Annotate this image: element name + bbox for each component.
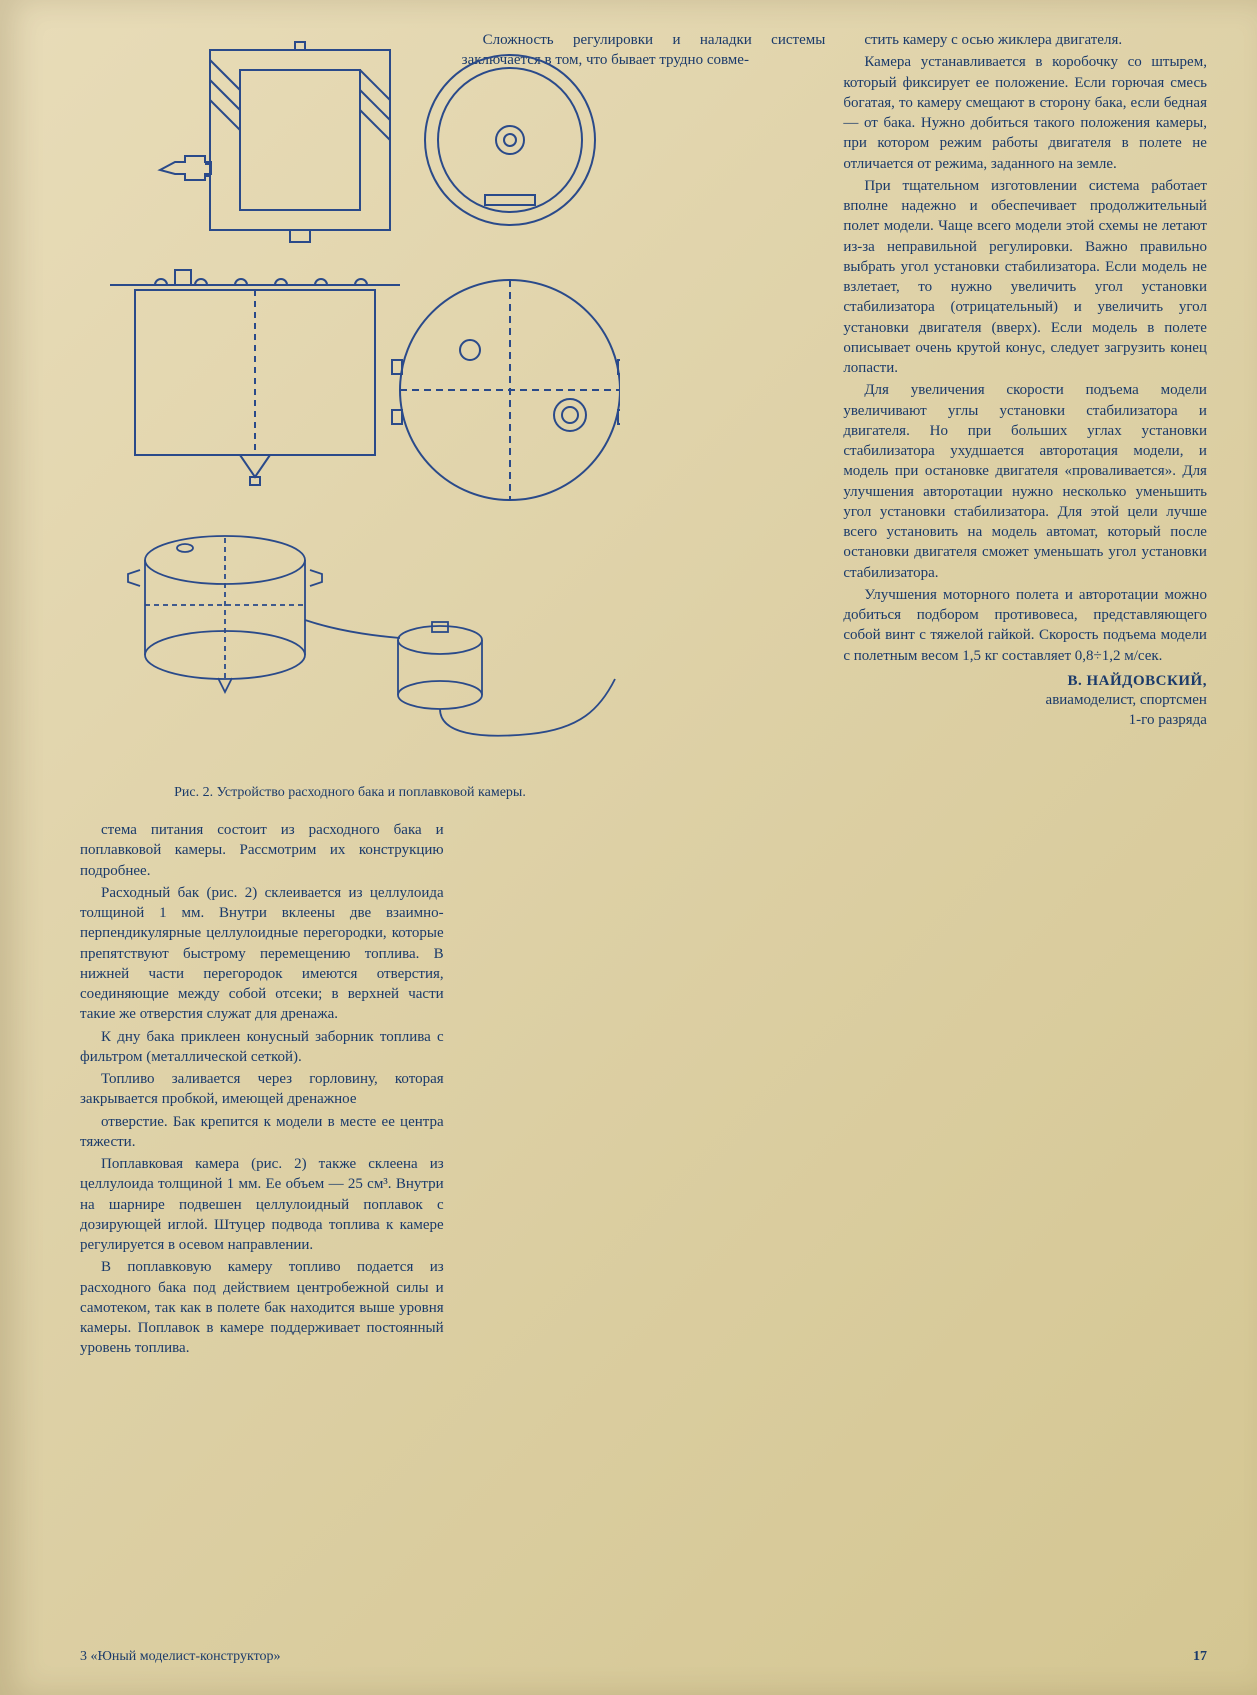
figure-caption: Рис. 2. Устройство расходного бака и поп… bbox=[80, 784, 620, 803]
paragraph: Камера устанавливается в коробочку со шт… bbox=[843, 52, 1207, 174]
page-footer: 3 «Юный моделист-конструктор» 17 bbox=[80, 1649, 1207, 1665]
paragraph: Для увеличения скорости подъема модели у… bbox=[843, 380, 1207, 583]
author-title-1: авиамоделист, спортсмен bbox=[843, 691, 1207, 711]
paragraph: Улучшения моторного полета и авторотации… bbox=[843, 585, 1207, 666]
author-signature: В. НАЙДОВСКИЙ, авиамоделист, спортсмен 1… bbox=[843, 672, 1207, 731]
paragraph: Поплавковая камера (рис. 2) также склеен… bbox=[80, 1154, 444, 1255]
technical-drawing bbox=[80, 30, 620, 770]
paragraph: К дну бака приклеен конусный заборник то… bbox=[80, 1027, 444, 1068]
paragraph: Топливо заливается через горловину, кото… bbox=[80, 1069, 444, 1110]
paragraph: стить камеру с осью жиклера двигателя. bbox=[843, 30, 1207, 50]
paragraph: отверстие. Бак крепится к модели в месте… bbox=[80, 1112, 444, 1153]
footer-magazine: 3 «Юный моделист-конструктор» bbox=[80, 1649, 281, 1665]
paragraph: При тщательном изготовлении система рабо… bbox=[843, 176, 1207, 379]
paragraph: В поплавковую камеру топливо подается из… bbox=[80, 1257, 444, 1358]
body-text-columns: Рис. 2. Устройство расходного бака и поп… bbox=[80, 30, 1207, 1360]
page-number: 17 bbox=[1193, 1649, 1207, 1665]
page: Рис. 2. Устройство расходного бака и поп… bbox=[0, 0, 1257, 1695]
figure-2: Рис. 2. Устройство расходного бака и поп… bbox=[80, 30, 620, 810]
author-name: В. НАЙДОВСКИЙ, bbox=[843, 672, 1207, 692]
author-title-2: 1-го разряда bbox=[843, 711, 1207, 731]
paragraph: Расходный бак (рис. 2) склеивается из це… bbox=[80, 883, 444, 1025]
